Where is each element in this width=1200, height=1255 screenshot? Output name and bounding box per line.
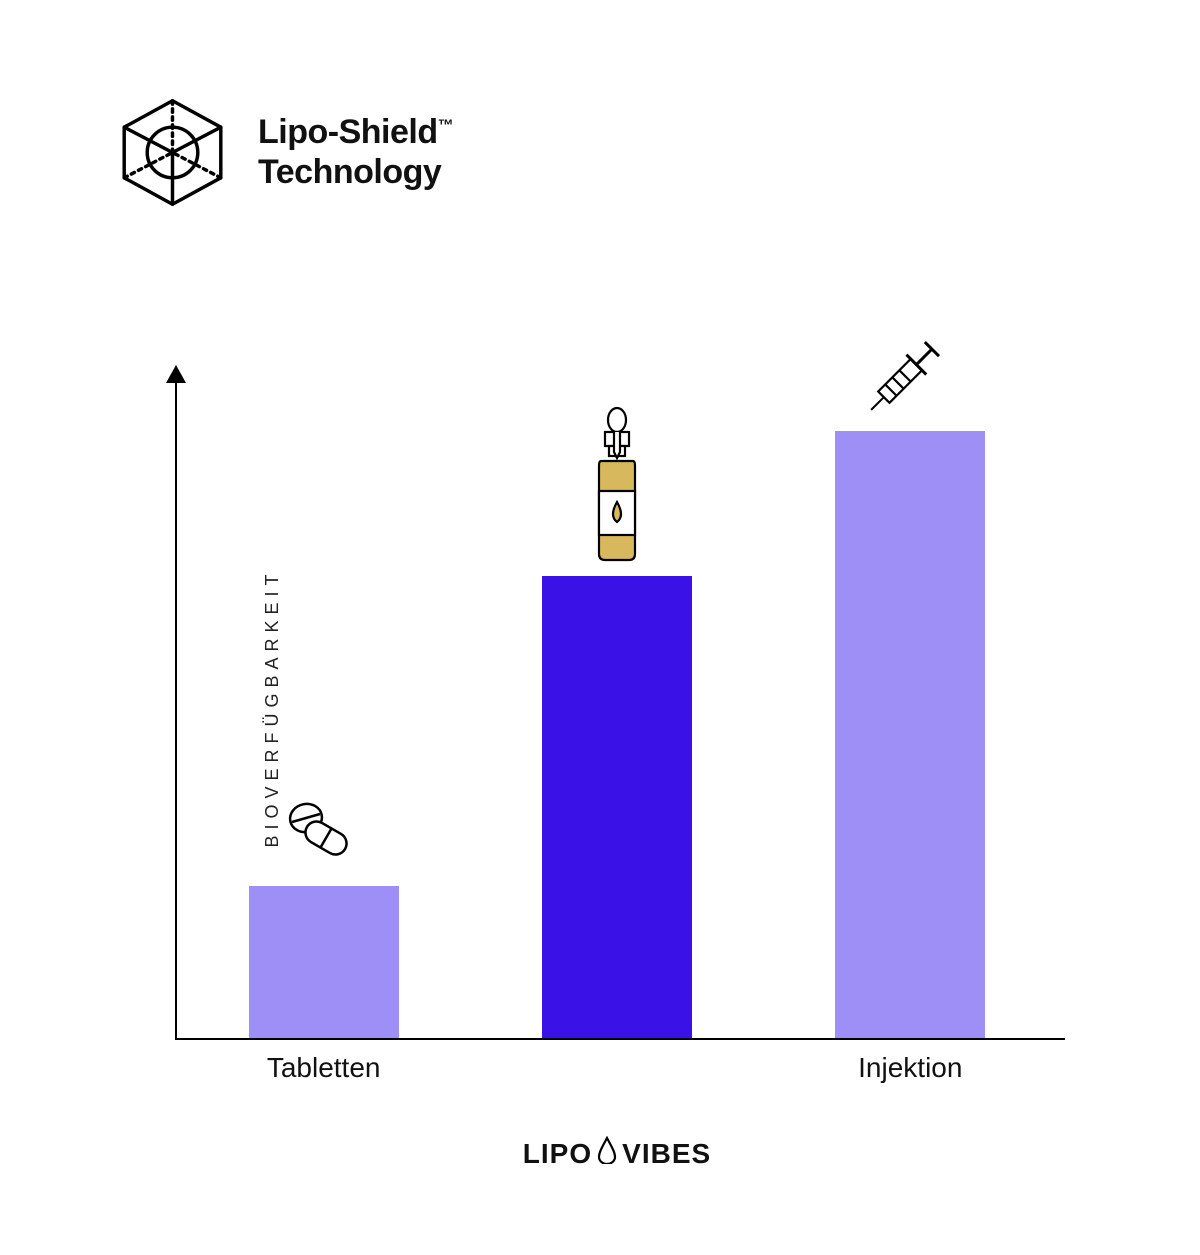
cube-logo-icon bbox=[115, 95, 230, 210]
x-label-tabletten: Tabletten bbox=[194, 1052, 454, 1255]
drop-icon bbox=[596, 1136, 618, 1171]
bar-slot-tabletten bbox=[194, 886, 454, 1038]
bar-slot-injektion bbox=[780, 431, 1040, 1038]
pills-icon bbox=[274, 796, 374, 881]
bar-slot-lipovibes bbox=[487, 576, 747, 1038]
syringe-icon bbox=[855, 321, 965, 426]
lipovibes-part1: LIPO bbox=[523, 1138, 592, 1170]
bars-container bbox=[177, 378, 1057, 1038]
x-axis-labels: Tabletten LIPO VIBES Injektion bbox=[177, 1052, 1057, 1255]
bar-lipovibes bbox=[542, 576, 692, 1038]
x-axis bbox=[175, 1038, 1065, 1040]
dropper-bottle-icon bbox=[577, 406, 657, 571]
x-label-injektion: Injektion bbox=[780, 1052, 1040, 1255]
bar-injektion bbox=[835, 431, 985, 1038]
lipovibes-part2: VIBES bbox=[622, 1138, 711, 1170]
bar-chart: BIOVERFÜGBARKEIT bbox=[155, 375, 1055, 1040]
header: Lipo-Shield™ Technology bbox=[115, 95, 453, 210]
header-line2-text: Technology bbox=[258, 153, 453, 192]
header-title: Lipo-Shield™ Technology bbox=[258, 113, 453, 191]
bar-tabletten bbox=[249, 886, 399, 1038]
x-label-lipovibes: LIPO VIBES bbox=[487, 1052, 747, 1255]
header-line1-text: Lipo-Shield bbox=[258, 113, 438, 151]
trademark-symbol: ™ bbox=[438, 118, 454, 135]
